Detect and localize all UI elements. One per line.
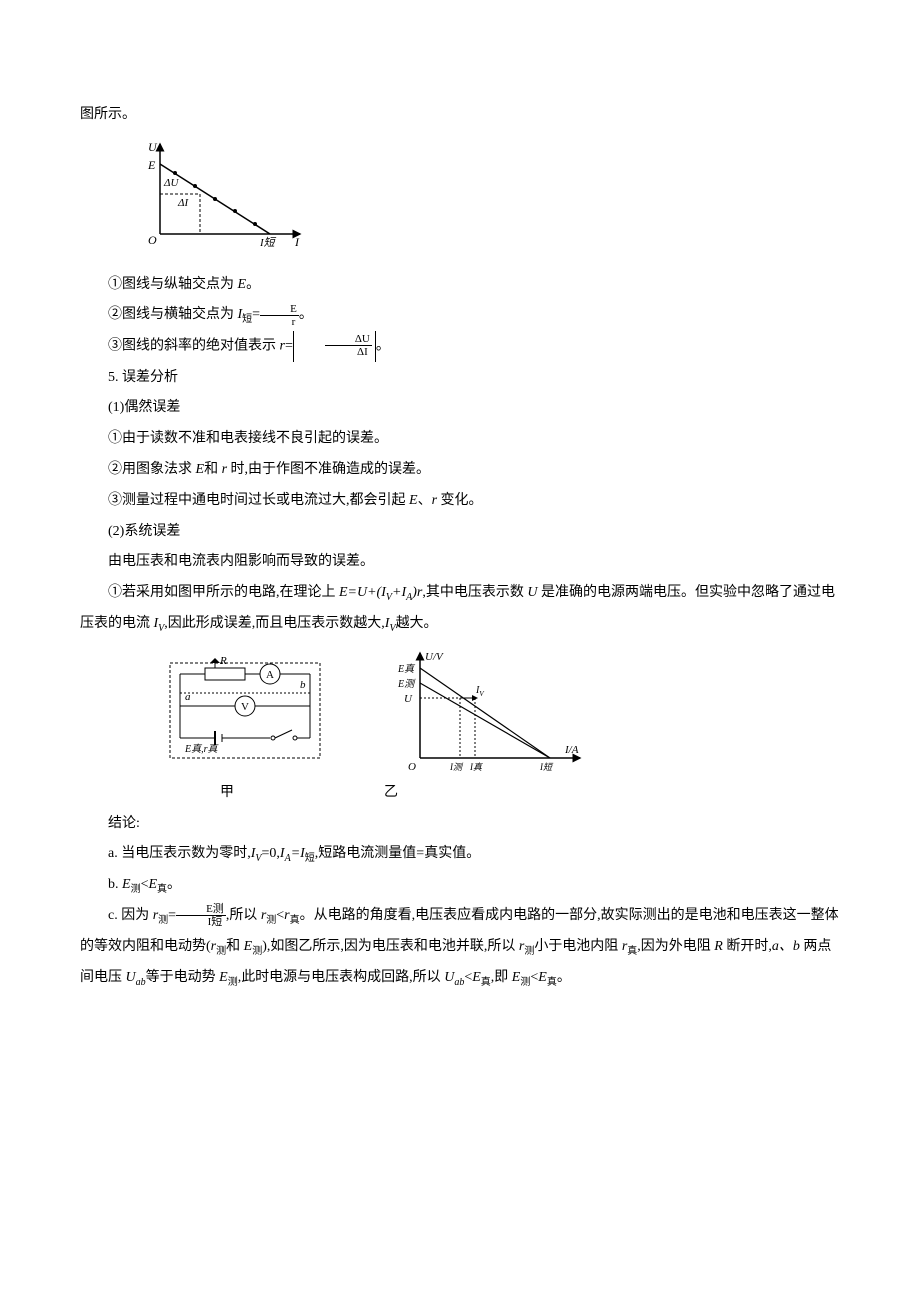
svg-text:R: R bbox=[219, 655, 227, 667]
conclusion-b: b. E测<E真。 bbox=[80, 870, 840, 901]
section-5-2-intro: 由电压表和电流表内阻影响而导致的误差。 bbox=[80, 547, 840, 578]
svg-text:E真: E真 bbox=[397, 663, 416, 675]
svg-text:IV: IV bbox=[475, 685, 484, 698]
svg-text:I短: I短 bbox=[259, 236, 277, 249]
graph-yi: U/V E真 E测 U IV O I测 I真 I短 I/A bbox=[390, 648, 590, 778]
svg-text:E真,r真: E真,r真 bbox=[184, 743, 219, 755]
svg-text:I: I bbox=[294, 235, 300, 249]
conclusion-a: a. 当电压表示数为零时,IV=0,IA=I短,短路电流测量值=真实值。 bbox=[80, 839, 840, 870]
svg-text:U: U bbox=[148, 140, 158, 154]
svg-text:V: V bbox=[241, 701, 249, 713]
conclusion-heading: 结论: bbox=[80, 809, 840, 840]
section-5-title: 5. 误差分析 bbox=[80, 363, 840, 394]
section-5-1-2: ②用图象法求 E和 r 时,由于作图不准确造成的误差。 bbox=[80, 455, 840, 486]
svg-text:U/V: U/V bbox=[425, 651, 444, 663]
intro-text: 图所示。 bbox=[80, 100, 840, 131]
section-5-2: (2)系统误差 bbox=[80, 517, 840, 548]
section-5-1-3: ③测量过程中通电时间过长或电流过大,都会引起 E、r 变化。 bbox=[80, 486, 840, 517]
ui-graph-1: U E ΔU ΔI O I短 I bbox=[140, 139, 840, 262]
svg-text:I/A: I/A bbox=[564, 744, 579, 756]
label-jia: 甲 bbox=[220, 778, 234, 809]
section-5-1: (1)偶然误差 bbox=[80, 393, 840, 424]
svg-text:E: E bbox=[147, 158, 156, 172]
note-3: ③图线的斜率的绝对值表示 r=ΔUΔI。 bbox=[80, 331, 840, 362]
svg-text:I短: I短 bbox=[539, 762, 554, 772]
svg-text:O: O bbox=[408, 761, 416, 773]
diagram-row: R A a b V E真,r真 U/V E真 bbox=[160, 648, 840, 778]
svg-text:ΔU: ΔU bbox=[163, 177, 179, 189]
svg-text:A: A bbox=[266, 669, 274, 681]
svg-text:b: b bbox=[300, 679, 306, 691]
label-yi: 乙 bbox=[384, 778, 398, 809]
note-2: ②图线与横轴交点为 I短=Er。 bbox=[80, 300, 840, 331]
svg-text:I真: I真 bbox=[469, 762, 483, 772]
svg-text:O: O bbox=[148, 233, 157, 247]
diagram-labels: 甲 乙 bbox=[220, 778, 840, 809]
svg-text:U: U bbox=[404, 693, 413, 705]
svg-text:E测: E测 bbox=[397, 678, 416, 690]
svg-text:I测: I测 bbox=[449, 762, 464, 772]
circuit-jia: R A a b V E真,r真 bbox=[160, 648, 330, 768]
graph1-svg: U E ΔU ΔI O I短 I bbox=[140, 139, 310, 249]
para-1: ①若采用如图甲所示的电路,在理论上 E=U+(IV+IA)r,其中电压表示数 U… bbox=[80, 578, 840, 640]
svg-text:ΔI: ΔI bbox=[177, 197, 189, 209]
section-5-1-1: ①由于读数不准和电表接线不良引起的误差。 bbox=[80, 424, 840, 455]
note-1: ①图线与纵轴交点为 E。 bbox=[80, 270, 840, 301]
conclusion-c: c. 因为 r测=E测I短,所以 r测<r真。从电路的角度看,电压表应看成内电路… bbox=[80, 901, 840, 993]
